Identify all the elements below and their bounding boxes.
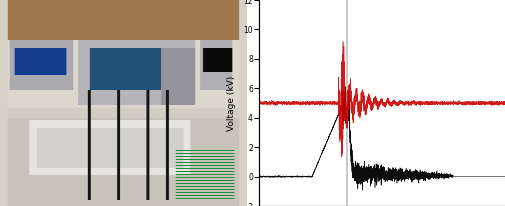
Y-axis label: Voltage (kV): Voltage (kV)	[227, 75, 236, 131]
